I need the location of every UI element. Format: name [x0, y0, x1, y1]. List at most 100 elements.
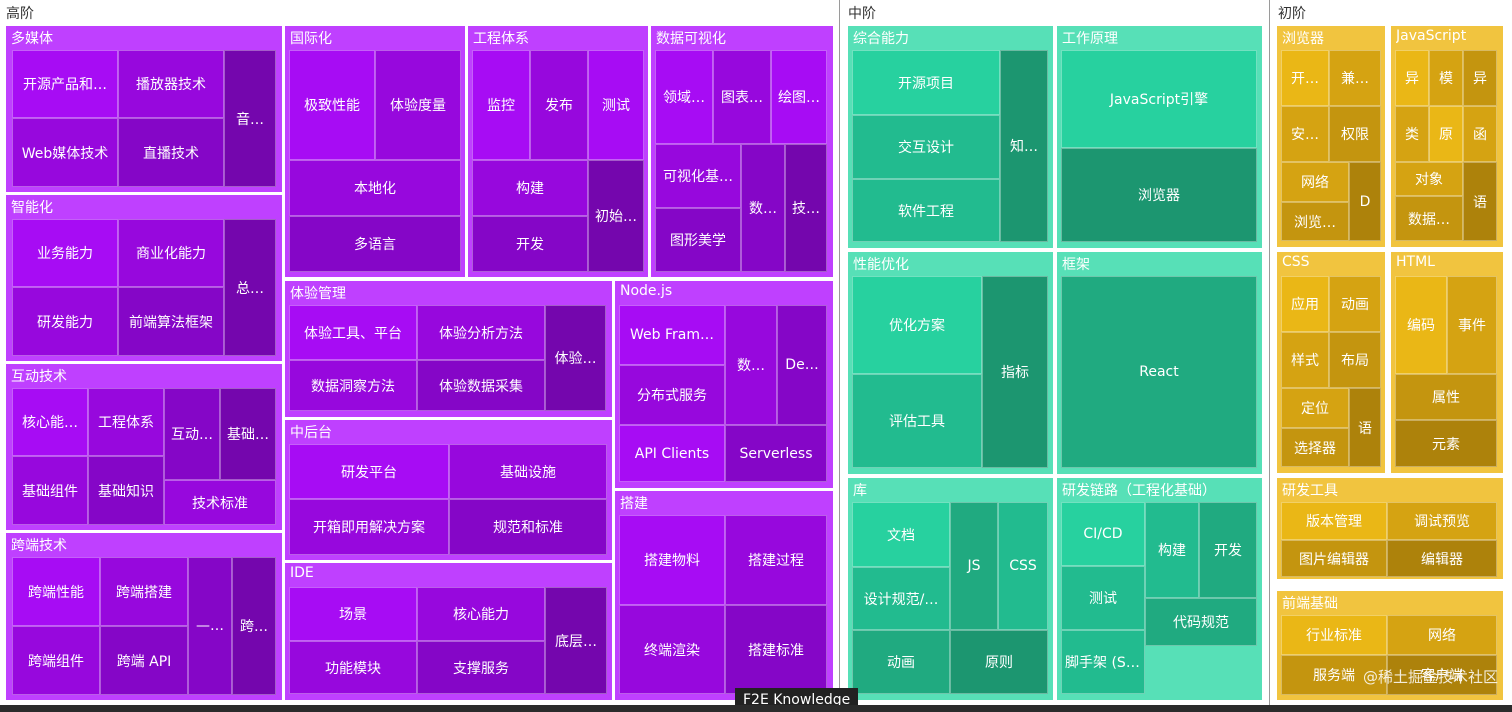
- treemap-leaf[interactable]: 图表…: [713, 50, 771, 144]
- treemap-leaf[interactable]: 构建: [472, 160, 588, 216]
- treemap-leaf[interactable]: 核心能力: [417, 587, 545, 641]
- treemap-leaf[interactable]: 功能模块: [289, 641, 417, 694]
- treemap-leaf[interactable]: 音…: [224, 50, 276, 187]
- treemap-group[interactable]: 工作原理 JavaScript引擎 浏览器: [1057, 26, 1262, 248]
- treemap-leaf[interactable]: 本地化: [289, 160, 461, 216]
- treemap-group[interactable]: 中后台 研发平台 基础设施 开箱即用解决方案 规范和标准: [285, 420, 612, 560]
- treemap-leaf[interactable]: 客户端: [1387, 655, 1497, 695]
- treemap-leaf[interactable]: 开…: [1281, 50, 1329, 106]
- treemap-leaf[interactable]: 对象: [1395, 162, 1463, 196]
- treemap-leaf[interactable]: 研发能力: [12, 287, 118, 356]
- treemap-leaf[interactable]: 权限: [1329, 106, 1381, 162]
- treemap-leaf[interactable]: 工程体系: [88, 388, 164, 456]
- treemap-leaf[interactable]: JavaScript引擎: [1061, 50, 1257, 148]
- treemap-leaf[interactable]: 底层…: [545, 587, 607, 694]
- treemap-leaf[interactable]: 测试: [1061, 566, 1145, 630]
- treemap-leaf[interactable]: 技…: [785, 144, 827, 272]
- treemap-leaf[interactable]: 知…: [1000, 50, 1048, 242]
- treemap-leaf[interactable]: 指标: [982, 276, 1048, 468]
- treemap-leaf[interactable]: 发布: [530, 50, 588, 160]
- treemap-leaf[interactable]: API Clients: [619, 425, 725, 482]
- treemap-leaf[interactable]: 选择器: [1281, 428, 1349, 467]
- treemap-leaf[interactable]: 样式: [1281, 332, 1329, 388]
- treemap-leaf[interactable]: 基础组件: [12, 456, 88, 525]
- treemap-leaf[interactable]: Web媒体技术: [12, 118, 118, 187]
- treemap-leaf[interactable]: 脚手架 (Scaf…: [1061, 630, 1145, 694]
- treemap-leaf[interactable]: 交互设计: [852, 115, 1000, 179]
- treemap-group[interactable]: 工程体系 监控 发布 测试 构建 开发 初始…: [468, 26, 648, 277]
- treemap-leaf[interactable]: 极致性能: [289, 50, 375, 160]
- treemap-leaf[interactable]: 基础设施: [449, 444, 607, 499]
- treemap-group[interactable]: 框架 React: [1057, 252, 1262, 474]
- treemap-leaf[interactable]: 调试预览: [1387, 502, 1497, 540]
- treemap-leaf[interactable]: 开箱即用解决方案: [289, 499, 449, 555]
- treemap-leaf[interactable]: 跨端 API: [100, 626, 188, 695]
- treemap-leaf[interactable]: 事件: [1447, 276, 1497, 374]
- treemap-leaf[interactable]: 类: [1395, 106, 1429, 162]
- treemap-leaf[interactable]: 跨…: [232, 557, 276, 695]
- treemap-group[interactable]: 研发工具 版本管理 调试预览 图片编辑器 编辑器: [1277, 478, 1503, 579]
- treemap-leaf[interactable]: 安…: [1281, 106, 1329, 162]
- treemap-group[interactable]: Node.js Web Fram… 数… De… 分布式服务 API Clients Ser…: [615, 281, 833, 488]
- treemap-group[interactable]: 数据可视化 领域… 图表… 绘图… 可视化基… 图形美学 数… 技…: [651, 26, 833, 277]
- treemap-group[interactable]: 智能化 业务能力 商业化能力 研发能力 前端算法框架 总…: [6, 195, 282, 361]
- treemap-leaf[interactable]: 模: [1429, 50, 1463, 106]
- treemap-leaf[interactable]: 商业化能力: [118, 219, 224, 287]
- treemap-group[interactable]: JavaScript 异 模 异类 原 函对象 数据… 语: [1391, 26, 1503, 247]
- treemap-leaf[interactable]: 评估工具: [852, 374, 982, 468]
- treemap-leaf[interactable]: D: [1349, 162, 1381, 241]
- treemap-leaf[interactable]: 体验分析方法: [417, 305, 545, 360]
- treemap-leaf[interactable]: Web Fram…: [619, 305, 725, 365]
- treemap-leaf[interactable]: 网络: [1281, 162, 1349, 202]
- treemap-group[interactable]: 体验管理 体验工具、平台 体验分析方法 数据洞察方法 体验数据采集 体验…: [285, 281, 612, 417]
- treemap-leaf[interactable]: 播放器技术: [118, 50, 224, 118]
- treemap-leaf[interactable]: 代码规范: [1145, 598, 1257, 646]
- treemap-leaf[interactable]: 浏览器: [1061, 148, 1257, 242]
- treemap-leaf[interactable]: 基础知识: [88, 456, 164, 525]
- treemap-leaf[interactable]: 研发平台: [289, 444, 449, 499]
- treemap-leaf[interactable]: 初始…: [588, 160, 644, 272]
- treemap-leaf[interactable]: 场景: [289, 587, 417, 641]
- treemap-leaf[interactable]: 优化方案: [852, 276, 982, 374]
- treemap-leaf[interactable]: 网络: [1387, 615, 1497, 655]
- treemap-group[interactable]: HTML 编码 事件 属性 元素: [1391, 252, 1503, 473]
- treemap-leaf[interactable]: 图片编辑器: [1281, 540, 1387, 577]
- treemap-leaf[interactable]: 浏览…: [1281, 202, 1349, 241]
- treemap-leaf[interactable]: 开发: [472, 216, 588, 272]
- treemap-leaf[interactable]: 定位: [1281, 388, 1349, 428]
- treemap-leaf[interactable]: 技术标准: [164, 480, 276, 525]
- treemap-leaf[interactable]: 元素: [1395, 420, 1497, 467]
- treemap-leaf[interactable]: CI/CD: [1061, 502, 1145, 566]
- treemap-leaf[interactable]: 动画: [852, 630, 950, 694]
- treemap-group[interactable]: 前端基础 行业标准 网络 服务端 客户端: [1277, 591, 1503, 700]
- treemap-leaf[interactable]: 搭建过程: [725, 515, 827, 605]
- treemap-leaf[interactable]: 搭建物料: [619, 515, 725, 605]
- treemap-group[interactable]: IDE 场景 核心能力 功能模块 支撑服务 底层…: [285, 563, 612, 700]
- treemap-leaf[interactable]: 监控: [472, 50, 530, 160]
- treemap-leaf[interactable]: 函: [1463, 106, 1497, 162]
- treemap-leaf[interactable]: 原: [1429, 106, 1463, 162]
- treemap-leaf[interactable]: 互动…: [164, 388, 220, 480]
- treemap-leaf[interactable]: 属性: [1395, 374, 1497, 420]
- treemap-group[interactable]: 互动技术 核心能… 工程体系 互动… 基础… 基础组件 基础知识 技术标准: [6, 364, 282, 530]
- treemap-leaf[interactable]: 跨端性能: [12, 557, 100, 626]
- treemap-leaf[interactable]: 数据洞察方法: [289, 360, 417, 411]
- treemap-leaf[interactable]: 数…: [741, 144, 785, 272]
- treemap-leaf[interactable]: 原则: [950, 630, 1048, 694]
- treemap-leaf[interactable]: JS: [950, 502, 998, 630]
- treemap-group[interactable]: 跨端技术 跨端性能 跨端搭建 跨端组件 跨端 API —… 跨…: [6, 533, 282, 700]
- treemap-group[interactable]: CSS 应用 动画 样式 布局 定位 选择器 语: [1277, 252, 1385, 473]
- treemap-leaf[interactable]: 搭建标准: [725, 605, 827, 694]
- treemap-leaf[interactable]: 编辑器: [1387, 540, 1497, 577]
- treemap-leaf[interactable]: 绘图…: [771, 50, 827, 144]
- treemap-leaf[interactable]: 开源项目: [852, 50, 1000, 115]
- treemap-leaf[interactable]: 前端算法框架: [118, 287, 224, 356]
- treemap-leaf[interactable]: 体验…: [545, 305, 606, 411]
- treemap-leaf[interactable]: 设计规范/…: [852, 567, 950, 630]
- treemap-leaf[interactable]: 版本管理: [1281, 502, 1387, 540]
- treemap-leaf[interactable]: 编码: [1395, 276, 1447, 374]
- treemap-leaf[interactable]: 体验数据采集: [417, 360, 545, 411]
- treemap-leaf[interactable]: 体验度量: [375, 50, 461, 160]
- treemap-leaf[interactable]: 终端渲染: [619, 605, 725, 694]
- treemap-leaf[interactable]: 支撑服务: [417, 641, 545, 694]
